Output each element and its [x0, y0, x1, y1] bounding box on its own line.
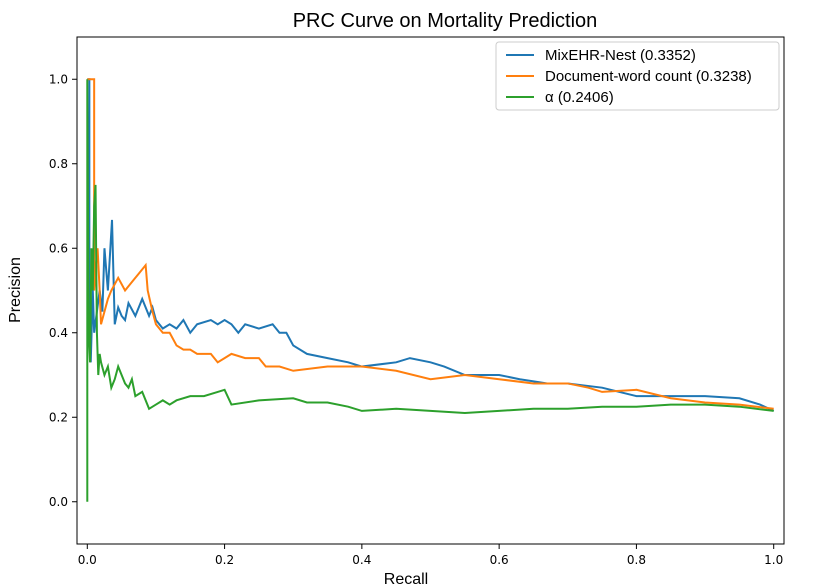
chart-title: PRC Curve on Mortality Prediction: [293, 10, 598, 32]
x-tick-label: 0.4: [352, 553, 371, 567]
x-axis-title: Recall: [384, 571, 428, 588]
legend-box: [495, 41, 780, 111]
series-line-alpha: [86, 79, 774, 502]
series-line-docword: [87, 78, 774, 410]
y-tick-label: 0.8: [49, 157, 68, 171]
y-axis-title: Precision: [7, 257, 24, 323]
series-line-mixehr: [87, 78, 775, 412]
y-tick-label: 0.0: [49, 495, 68, 509]
y-tick-label: 1.0: [49, 72, 68, 86]
x-tick-label: 0.2: [215, 553, 234, 567]
y-axis: 0.0 0.2 0.4 0.6 0.8 1.0: [49, 72, 77, 509]
legend-label-mixehr: MixEHR-Nest (0.3352): [545, 47, 696, 64]
x-axis: 0.0 0.2 0.4 0.6 0.8 1.0: [78, 544, 783, 567]
x-tick-label: 0.6: [490, 553, 509, 567]
x-tick-label: 1.0: [764, 553, 783, 567]
x-tick-label: 0.8: [627, 553, 646, 567]
y-tick-label: 0.6: [49, 241, 68, 255]
x-tick-label: 0.0: [78, 553, 97, 567]
series-lines: [86, 78, 775, 502]
legend: MixEHR-Nest (0.3352) Document-word count…: [495, 41, 780, 111]
legend-label-docword: Document-word count (0.3238): [545, 68, 752, 85]
legend-label-alpha: α (0.2406): [545, 89, 614, 106]
y-tick-label: 0.4: [49, 326, 68, 340]
y-tick-label: 0.2: [49, 410, 68, 424]
plot-area: [76, 36, 785, 545]
